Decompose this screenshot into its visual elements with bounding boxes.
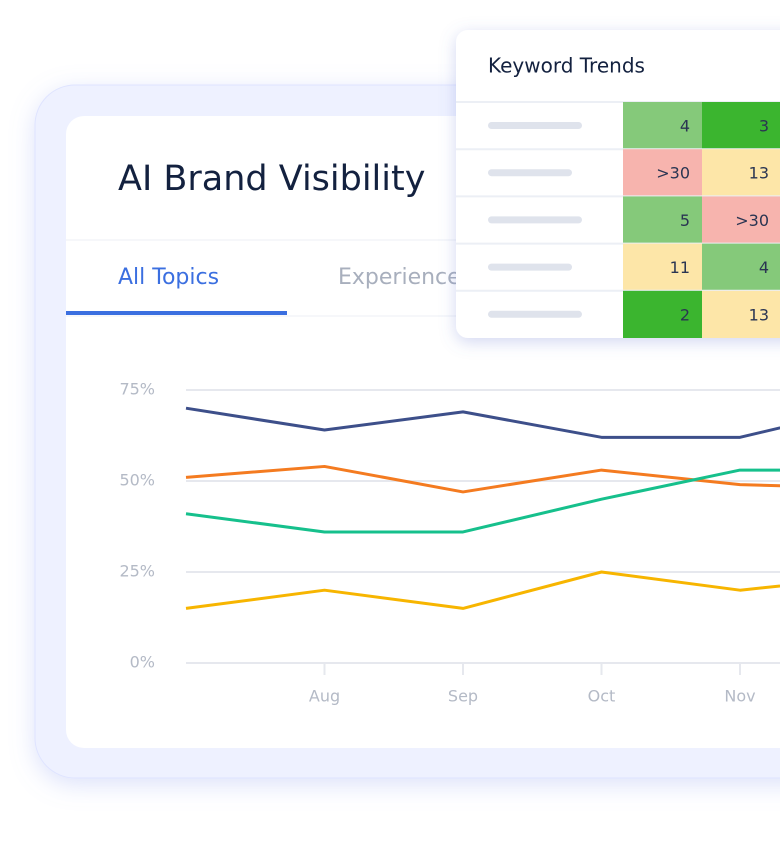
chart: 0% 25% 50% 75% Aug Sep Oct Nov xyxy=(119,380,780,706)
rank-value: 3 xyxy=(759,117,769,136)
card-title: AI Brand Visibility xyxy=(118,159,425,199)
rank-value: 2 xyxy=(680,305,690,324)
y-tick-label: 75% xyxy=(119,380,155,399)
keyword-placeholder xyxy=(488,216,582,224)
rank-cell xyxy=(623,196,702,244)
rank-value: 11 xyxy=(670,258,690,277)
tab[interactable]: All Topics xyxy=(118,265,219,290)
series-line xyxy=(185,406,780,439)
rank-value: >30 xyxy=(735,211,769,230)
rank-cell xyxy=(623,149,702,197)
x-tick-label: Nov xyxy=(724,687,755,706)
series-line xyxy=(185,464,780,494)
rank-cell xyxy=(623,243,702,291)
rank-cell xyxy=(702,196,780,244)
tab-underline xyxy=(66,311,287,315)
rank-value: >30 xyxy=(656,164,690,183)
rank-value: 4 xyxy=(680,117,690,136)
rank-value: 13 xyxy=(749,164,769,183)
rank-cell xyxy=(702,243,780,291)
tab[interactable]: Experience xyxy=(338,265,461,290)
rank-value: 13 xyxy=(749,305,769,324)
rank-value: 5 xyxy=(680,211,690,230)
x-tick-label: Sep xyxy=(448,687,478,706)
panel-title: Keyword Trends xyxy=(488,54,645,78)
x-tick-label: Aug xyxy=(309,687,340,706)
rank-cell xyxy=(702,102,780,150)
rank-cell xyxy=(623,102,702,150)
keyword-panel: Keyword Trends 4 3 >30 13 5 >30 11 4 2 13 xyxy=(456,30,780,338)
y-tick-label: 0% xyxy=(130,653,155,672)
series-line xyxy=(185,468,780,534)
y-tick-label: 50% xyxy=(119,471,155,490)
series-line xyxy=(185,570,780,610)
keyword-placeholder xyxy=(488,122,582,129)
rank-cell xyxy=(702,290,780,338)
y-tick-label: 25% xyxy=(119,562,155,581)
x-tick-label: Oct xyxy=(588,687,616,706)
rank-value: 4 xyxy=(759,258,769,277)
keyword-placeholder xyxy=(488,169,572,177)
keyword-placeholder xyxy=(488,263,572,271)
rank-cell xyxy=(702,149,780,197)
keyword-placeholder xyxy=(488,310,582,318)
rank-cell xyxy=(623,290,702,338)
